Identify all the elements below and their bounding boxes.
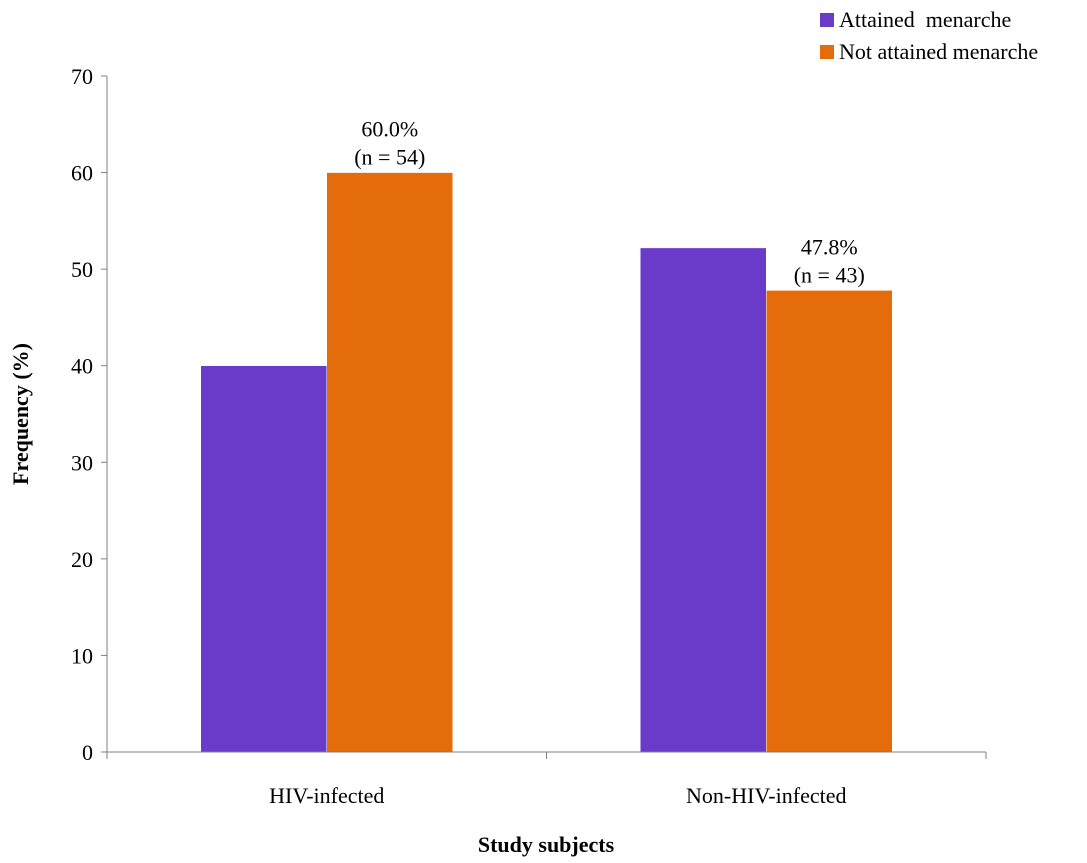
data-labels: 60.0% (n = 54) 47.8% (n = 43) xyxy=(354,117,865,288)
legend-item-attained: Attained menarche xyxy=(820,4,1038,36)
x-axis-title: Study subjects xyxy=(478,832,615,857)
data-label-count: (n = 43) xyxy=(794,262,865,287)
bars xyxy=(200,172,893,753)
bar-not-attained-0 xyxy=(326,172,453,753)
y-axis-title: Frequency (%) xyxy=(8,343,33,485)
x-tick-label: Non-HIV-infected xyxy=(686,783,846,808)
legend-item-not-attained: Not attained menarche xyxy=(820,36,1038,68)
legend-swatch-not-attained xyxy=(820,45,834,59)
data-label-percent: 60.0% xyxy=(361,117,418,142)
bar-attained-0 xyxy=(200,365,327,753)
y-tick-label: 50 xyxy=(71,257,93,282)
legend-swatch-attained xyxy=(820,13,834,27)
bar-not-attained-1 xyxy=(766,290,893,753)
x-tick-label: HIV-infected xyxy=(269,783,384,808)
legend: Attained menarche Not attained menarche xyxy=(820,4,1038,68)
y-tick-label: 40 xyxy=(71,354,93,379)
legend-label-attained: Attained menarche xyxy=(839,7,1012,32)
y-tick-label: 0 xyxy=(82,740,93,765)
data-label-count: (n = 54) xyxy=(354,145,425,170)
y-tick-label: 10 xyxy=(71,643,93,668)
y-tick-label: 30 xyxy=(71,450,93,475)
data-label-percent: 47.8% xyxy=(801,234,858,259)
y-axis-ticks: 0 10 20 30 40 50 60 70 xyxy=(71,64,107,765)
bar-attained-1 xyxy=(640,247,767,753)
y-tick-label: 70 xyxy=(71,64,93,89)
y-tick-label: 60 xyxy=(71,161,93,186)
y-tick-label: 20 xyxy=(71,547,93,572)
x-axis-ticks: HIV-infected Non-HIV-infected xyxy=(106,752,987,808)
legend-label-not-attained: Not attained menarche xyxy=(839,39,1039,64)
